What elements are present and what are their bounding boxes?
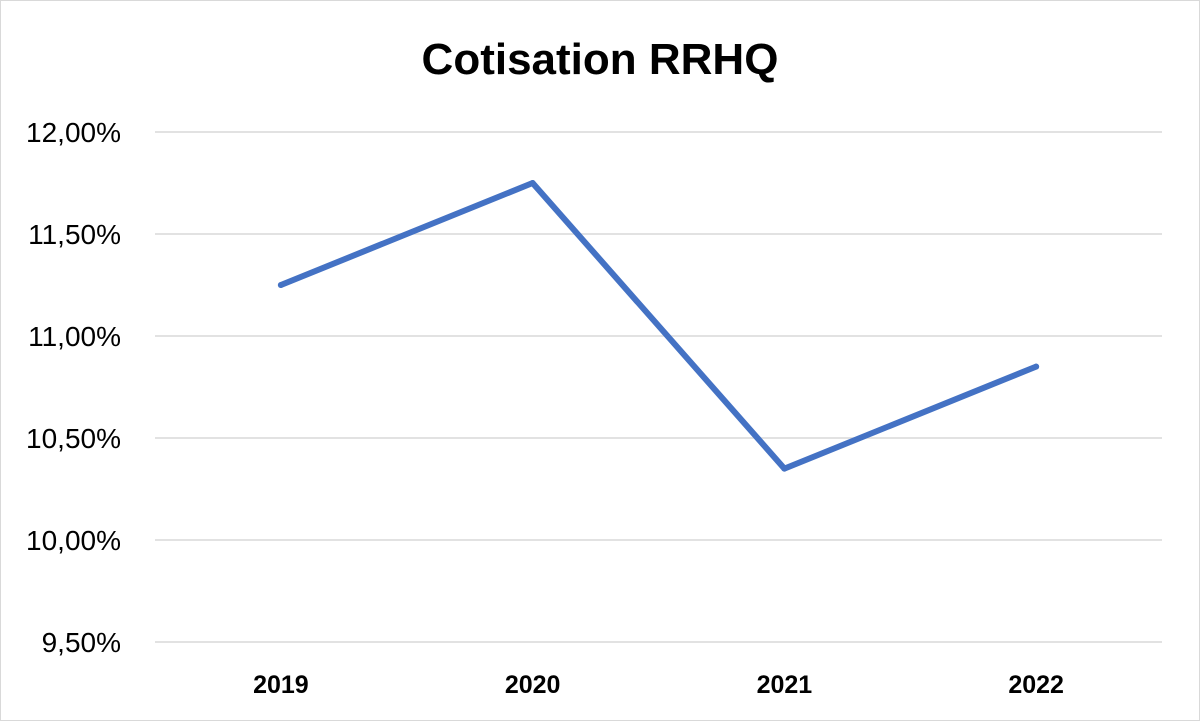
x-tick-label: 2019 — [253, 671, 309, 699]
gridlines — [155, 131, 1162, 643]
y-tick-label: 11,50% — [28, 219, 121, 250]
x-tick-label: 2022 — [1008, 671, 1064, 699]
series-layer — [277, 180, 1040, 472]
data-point — [781, 465, 788, 472]
x-tick-label: 2021 — [757, 671, 813, 699]
data-point — [529, 180, 536, 186]
y-tick-label: 10,00% — [26, 525, 121, 556]
y-tick-label: 9,50% — [42, 627, 121, 658]
y-tick-label: 10,50% — [26, 423, 121, 454]
y-tick-label: 12,00% — [26, 117, 121, 148]
x-tick-label: 2020 — [505, 671, 561, 699]
chart-title: Cotisation RRHQ — [421, 35, 779, 84]
series-line — [277, 180, 1040, 472]
data-point — [1033, 363, 1040, 370]
x-axis-tick-labels: 2019 2020 2021 2022 — [253, 671, 1064, 699]
data-point — [277, 282, 284, 288]
y-axis-tick-labels: 9,50% 10,00% 10,50% 11,00% 11,50% 12,00% — [26, 117, 121, 658]
y-tick-label: 11,00% — [28, 321, 121, 352]
